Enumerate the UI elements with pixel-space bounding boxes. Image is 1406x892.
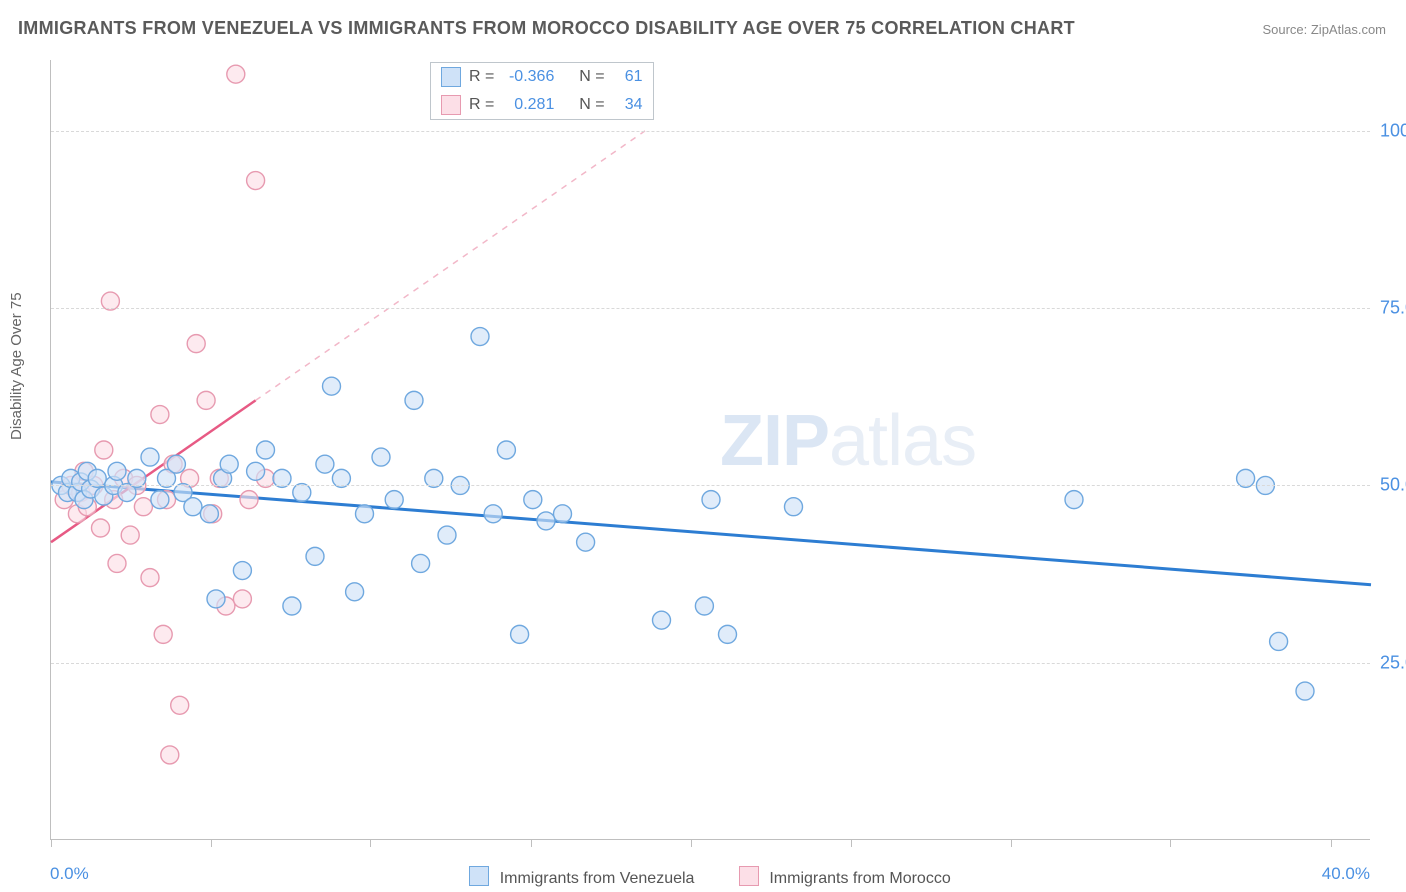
legend-label-morocco: Immigrants from Morocco: [769, 870, 950, 887]
data-point-morocco: [154, 625, 172, 643]
n-value-venezuela: 61: [613, 68, 643, 86]
data-point-venezuela: [257, 441, 275, 459]
data-point-morocco: [95, 441, 113, 459]
data-point-morocco: [233, 590, 251, 608]
data-point-morocco: [161, 746, 179, 764]
data-point-venezuela: [233, 562, 251, 580]
r-value-morocco: 0.281: [502, 96, 554, 114]
data-point-venezuela: [554, 505, 572, 523]
data-point-venezuela: [1065, 491, 1083, 509]
data-point-venezuela: [412, 554, 430, 572]
swatch-morocco: [441, 95, 461, 115]
data-point-venezuela: [1270, 632, 1288, 650]
data-point-morocco: [134, 498, 152, 516]
data-point-venezuela: [577, 533, 595, 551]
data-point-venezuela: [247, 462, 265, 480]
n-label: N =: [579, 68, 604, 86]
swatch-venezuela-bottom: [469, 866, 489, 886]
n-value-morocco: 34: [613, 96, 643, 114]
plot-area: 25.0%50.0%75.0%100.0%: [50, 60, 1370, 840]
data-point-morocco: [187, 335, 205, 353]
gridline-h: [51, 663, 1370, 664]
bottom-legend-venezuela: Immigrants from Venezuela: [469, 870, 699, 887]
data-point-venezuela: [497, 441, 515, 459]
x-tick: [691, 839, 692, 847]
data-point-venezuela: [167, 455, 185, 473]
data-point-venezuela: [372, 448, 390, 466]
data-point-venezuela: [108, 462, 126, 480]
x-tick: [211, 839, 212, 847]
data-point-venezuela: [1296, 682, 1314, 700]
data-point-morocco: [171, 696, 189, 714]
y-tick-label: 100.0%: [1380, 120, 1406, 141]
swatch-morocco-bottom: [739, 866, 759, 886]
data-point-morocco: [227, 65, 245, 83]
data-point-venezuela: [316, 455, 334, 473]
x-tick: [1170, 839, 1171, 847]
data-point-venezuela: [785, 498, 803, 516]
x-tick: [1331, 839, 1332, 847]
y-tick-label: 75.0%: [1380, 298, 1406, 319]
swatch-venezuela: [441, 67, 461, 87]
n-label: N =: [579, 96, 604, 114]
data-point-morocco: [108, 554, 126, 572]
data-point-venezuela: [207, 590, 225, 608]
data-point-venezuela: [438, 526, 456, 544]
data-point-morocco: [197, 391, 215, 409]
data-point-venezuela: [702, 491, 720, 509]
data-point-morocco: [247, 172, 265, 190]
bottom-legend: Immigrants from Venezuela Immigrants fro…: [50, 866, 1370, 888]
chart-title: IMMIGRANTS FROM VENEZUELA VS IMMIGRANTS …: [18, 18, 1075, 39]
data-point-venezuela: [200, 505, 218, 523]
legend-label-venezuela: Immigrants from Venezuela: [500, 870, 695, 887]
data-point-venezuela: [151, 491, 169, 509]
data-point-venezuela: [346, 583, 364, 601]
legend-stats-row-morocco: R = 0.281 N = 34: [431, 91, 653, 119]
data-point-morocco: [240, 491, 258, 509]
data-point-venezuela: [405, 391, 423, 409]
trend-line-morocco-dash: [256, 131, 645, 400]
x-tick: [370, 839, 371, 847]
data-point-venezuela: [385, 491, 403, 509]
data-point-venezuela: [306, 547, 324, 565]
data-point-venezuela: [524, 491, 542, 509]
r-label: R =: [469, 96, 494, 114]
legend-stats-box: R = -0.366 N = 61 R = 0.281 N = 34: [430, 62, 654, 120]
data-point-venezuela: [484, 505, 502, 523]
x-tick: [851, 839, 852, 847]
data-point-venezuela: [323, 377, 341, 395]
scatter-svg: [51, 60, 1371, 840]
gridline-h: [51, 485, 1370, 486]
x-tick: [51, 839, 52, 847]
x-tick: [1011, 839, 1012, 847]
data-point-morocco: [92, 519, 110, 537]
r-label: R =: [469, 68, 494, 86]
legend-stats-row-venezuela: R = -0.366 N = 61: [431, 63, 653, 91]
data-point-venezuela: [719, 625, 737, 643]
y-tick-label: 25.0%: [1380, 652, 1406, 673]
source-label: Source: ZipAtlas.com: [1262, 22, 1386, 37]
data-point-venezuela: [511, 625, 529, 643]
data-point-venezuela: [695, 597, 713, 615]
y-axis-label: Disability Age Over 75: [8, 292, 25, 440]
gridline-h: [51, 308, 1370, 309]
gridline-h: [51, 131, 1370, 132]
data-point-venezuela: [653, 611, 671, 629]
data-point-morocco: [121, 526, 139, 544]
data-point-venezuela: [537, 512, 555, 530]
data-point-venezuela: [283, 597, 301, 615]
r-value-venezuela: -0.366: [502, 68, 554, 86]
bottom-legend-morocco: Immigrants from Morocco: [739, 870, 951, 887]
data-point-morocco: [151, 406, 169, 424]
data-point-venezuela: [356, 505, 374, 523]
data-point-venezuela: [220, 455, 238, 473]
x-tick: [531, 839, 532, 847]
y-tick-label: 50.0%: [1380, 475, 1406, 496]
data-point-venezuela: [141, 448, 159, 466]
data-point-morocco: [141, 569, 159, 587]
data-point-venezuela: [471, 328, 489, 346]
data-point-venezuela: [184, 498, 202, 516]
